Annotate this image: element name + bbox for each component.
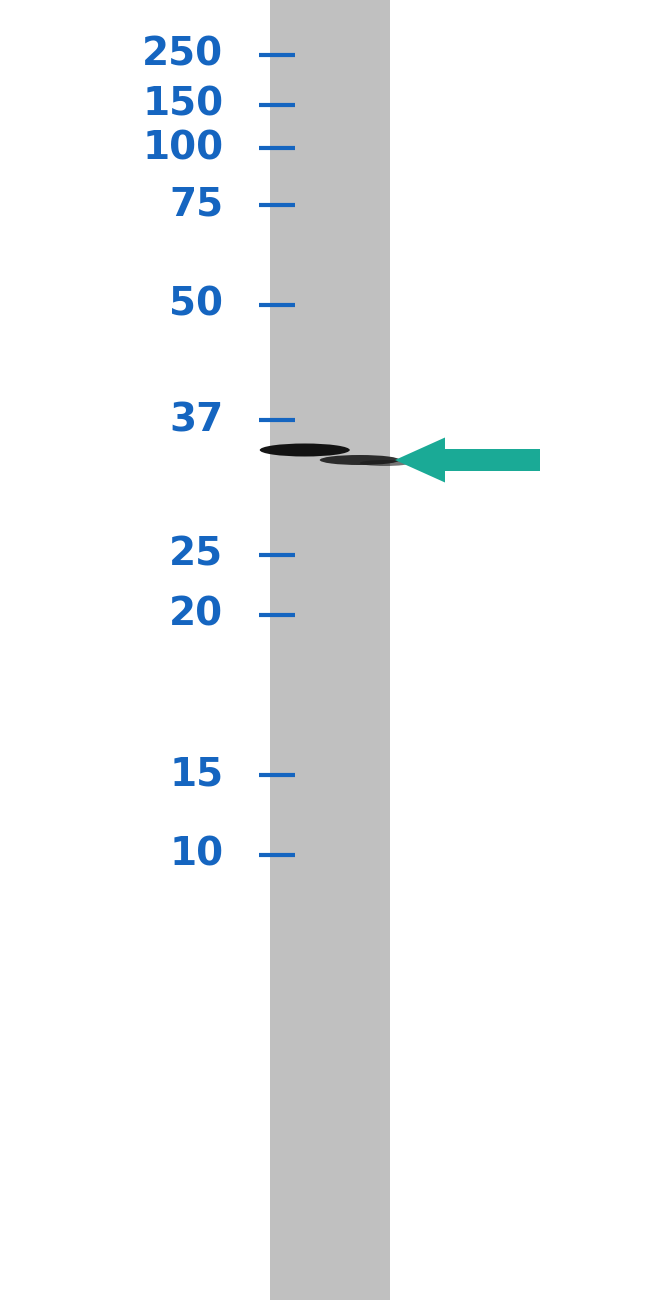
Text: 150: 150 bbox=[142, 86, 224, 124]
Ellipse shape bbox=[320, 455, 400, 465]
Text: 20: 20 bbox=[169, 595, 224, 634]
Text: 250: 250 bbox=[142, 36, 224, 74]
Ellipse shape bbox=[260, 443, 350, 456]
Text: 25: 25 bbox=[169, 536, 224, 575]
Text: 15: 15 bbox=[169, 757, 224, 794]
Text: 37: 37 bbox=[169, 400, 224, 439]
Text: 50: 50 bbox=[169, 286, 224, 324]
Ellipse shape bbox=[359, 460, 410, 465]
Text: 75: 75 bbox=[169, 186, 224, 224]
Text: 100: 100 bbox=[142, 129, 224, 166]
Bar bbox=[270, 0, 390, 1300]
Text: 10: 10 bbox=[169, 836, 224, 874]
FancyArrow shape bbox=[395, 438, 540, 482]
